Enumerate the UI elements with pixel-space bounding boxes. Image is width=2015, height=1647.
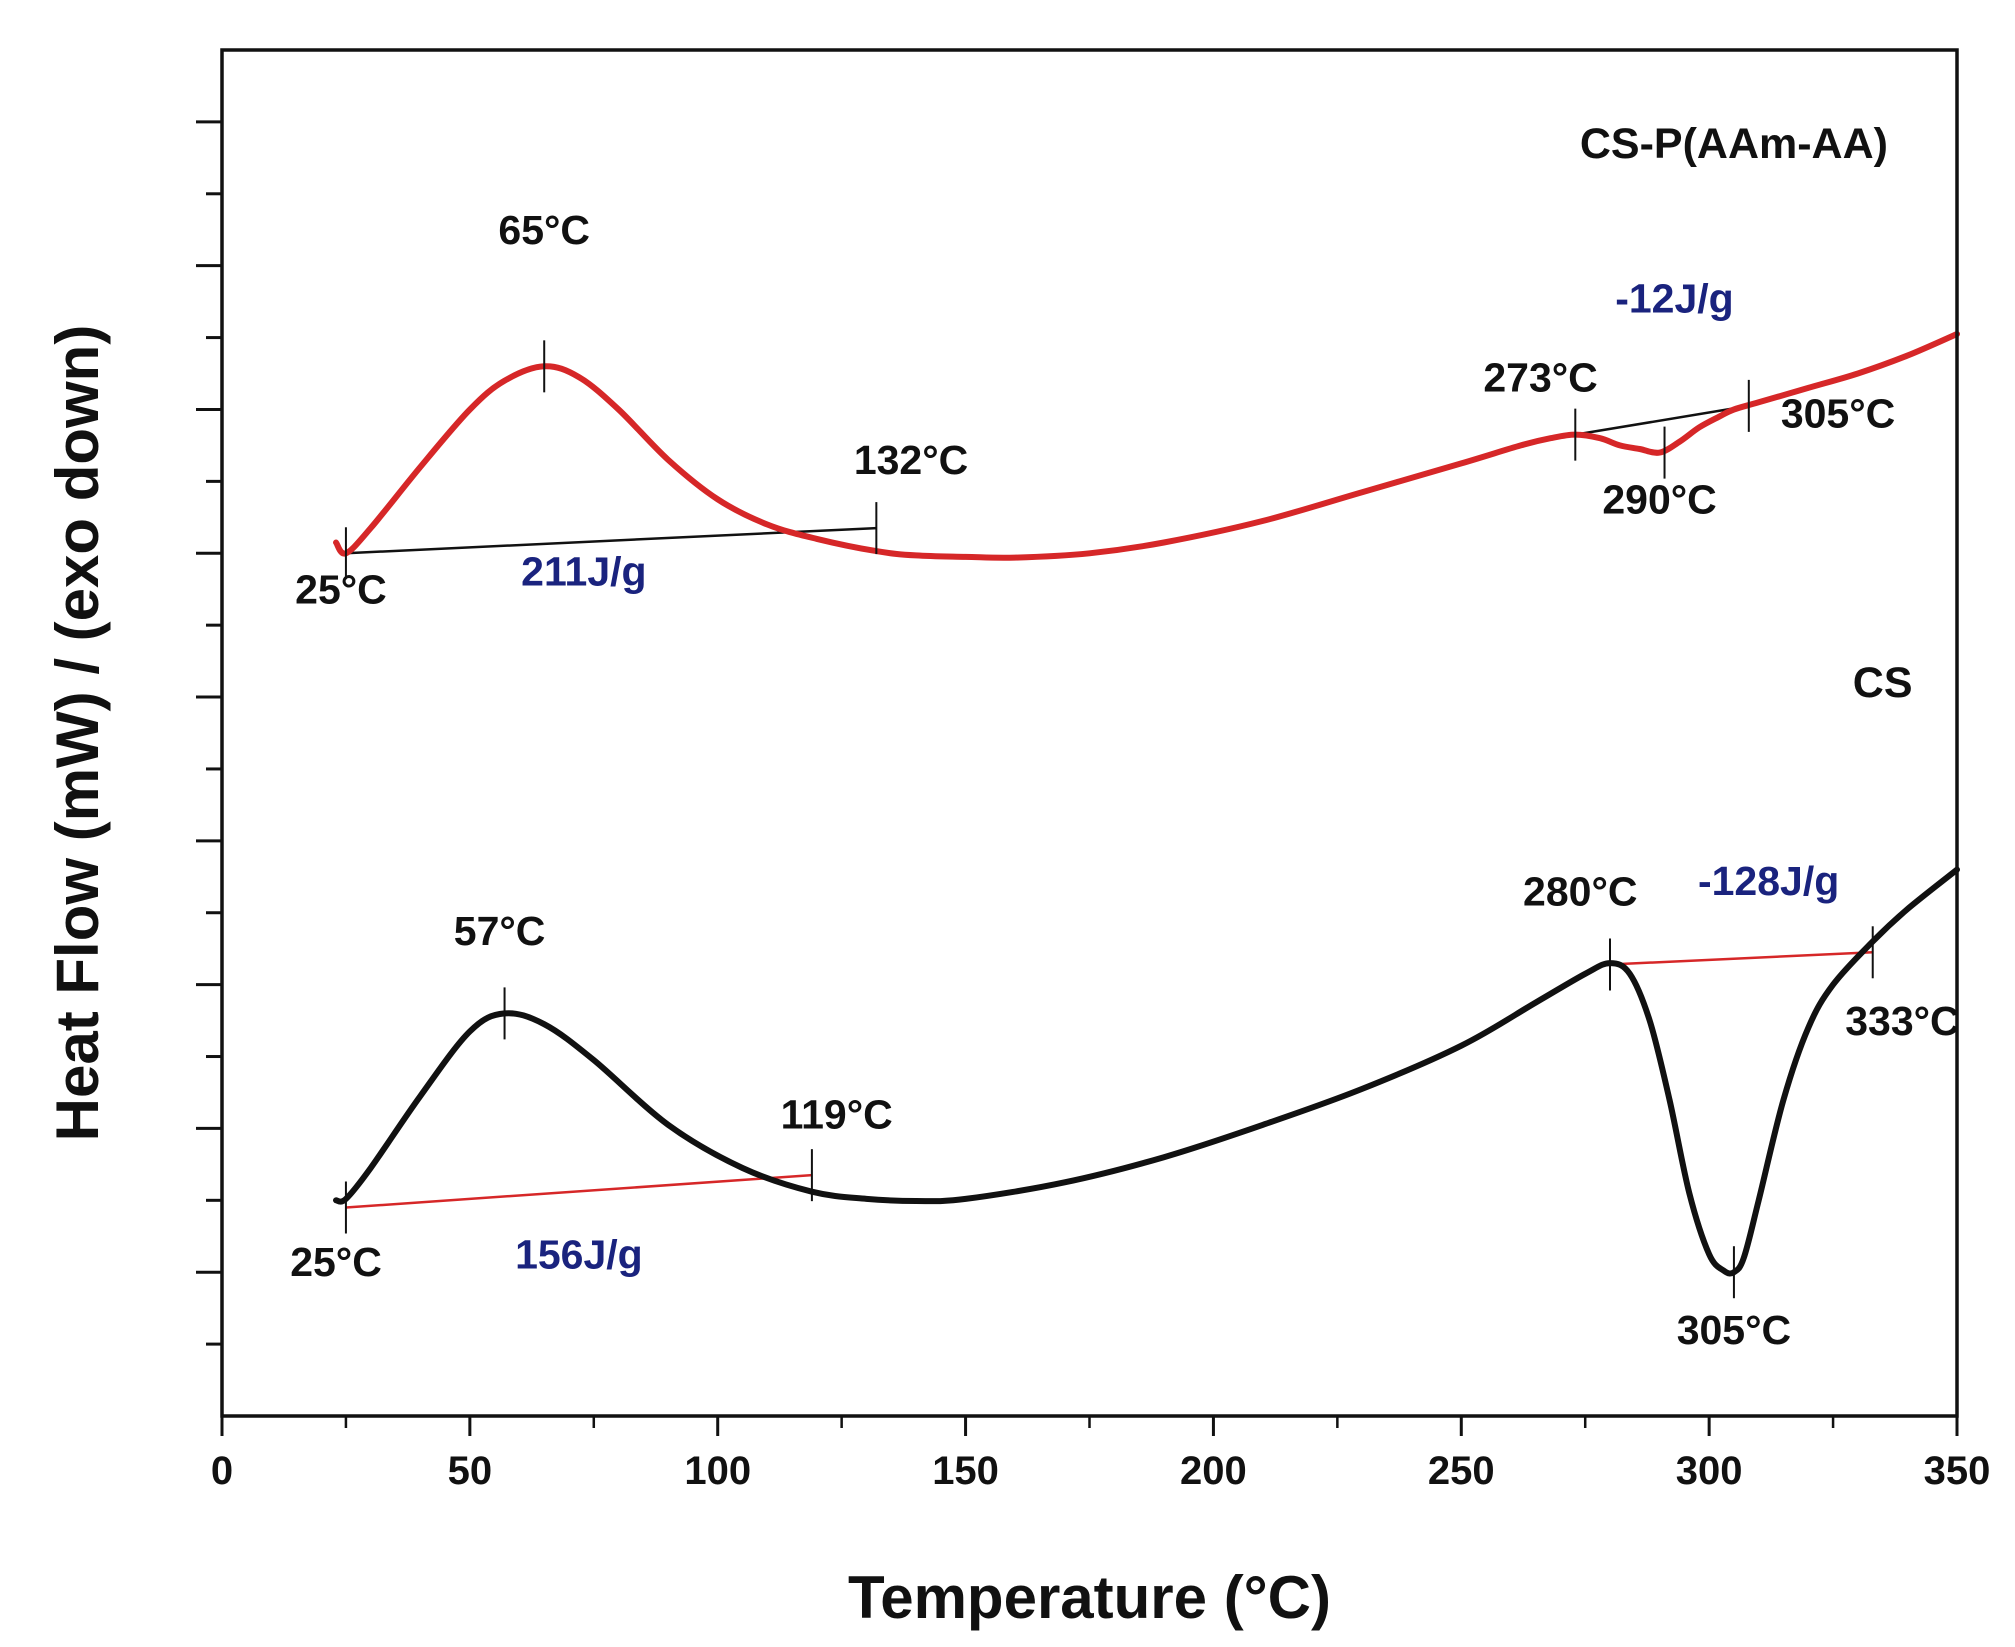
temperature-label: 25°C bbox=[295, 567, 387, 613]
enthalpy-label: 156J/g bbox=[515, 1232, 643, 1278]
peak-markers bbox=[344, 340, 1874, 1299]
x-tick-label: 200 bbox=[1180, 1449, 1247, 1493]
series-label: CS bbox=[1853, 659, 1913, 707]
temperature-label: 305°C bbox=[1677, 1307, 1791, 1353]
series-label: CS-P(AAm-AA) bbox=[1580, 120, 1888, 168]
x-tick-label: 0 bbox=[211, 1449, 233, 1493]
temperature-label: 290°C bbox=[1602, 477, 1716, 523]
x-tick-label: 50 bbox=[448, 1449, 493, 1493]
annotations: 65°C 132°C 25°C 211J/g 273°C -12J/g 305°C 290°C… bbox=[290, 207, 1959, 1353]
enthalpy-label: -128J/g bbox=[1698, 858, 1839, 904]
enthalpy-label: 211J/g bbox=[521, 549, 646, 595]
series-line bbox=[333, 331, 1960, 561]
baseline-line bbox=[1575, 404, 1750, 436]
series-labels: CS-P(AAm-AA) CS bbox=[1580, 120, 1913, 707]
x-tick-label: 100 bbox=[684, 1449, 751, 1493]
plot-frame bbox=[220, 48, 1959, 1418]
x-tick-label: 300 bbox=[1676, 1449, 1743, 1493]
axis-ticks: 0 50 100 150 200 250 300 350 bbox=[196, 120, 1991, 1493]
baselines bbox=[345, 404, 1873, 1209]
temperature-label: 25°C bbox=[290, 1239, 382, 1285]
temperature-label: 305°C bbox=[1781, 390, 1895, 436]
x-tick-label: 250 bbox=[1428, 1449, 1495, 1493]
x-tick-label: 150 bbox=[932, 1449, 999, 1493]
temperature-label: 273°C bbox=[1483, 355, 1597, 401]
temperature-label: 119°C bbox=[781, 1091, 893, 1137]
x-axis-title: Temperature (°C) bbox=[848, 1564, 1331, 1631]
series-lines bbox=[333, 331, 1960, 1277]
enthalpy-label: -12J/g bbox=[1615, 275, 1734, 321]
series-line bbox=[333, 866, 1960, 1277]
temperature-label: 132°C bbox=[854, 437, 968, 483]
temperature-label: 65°C bbox=[498, 207, 590, 253]
temperature-label: 333°C bbox=[1845, 998, 1959, 1044]
y-axis-title: Heat Flow (mW) / (exo down) bbox=[44, 325, 111, 1142]
baseline-line bbox=[1609, 951, 1873, 966]
baseline-line bbox=[345, 1173, 812, 1209]
temperature-label: 280°C bbox=[1523, 869, 1637, 915]
temperature-label: 57°C bbox=[454, 908, 546, 954]
x-tick-label: 350 bbox=[1924, 1449, 1991, 1493]
